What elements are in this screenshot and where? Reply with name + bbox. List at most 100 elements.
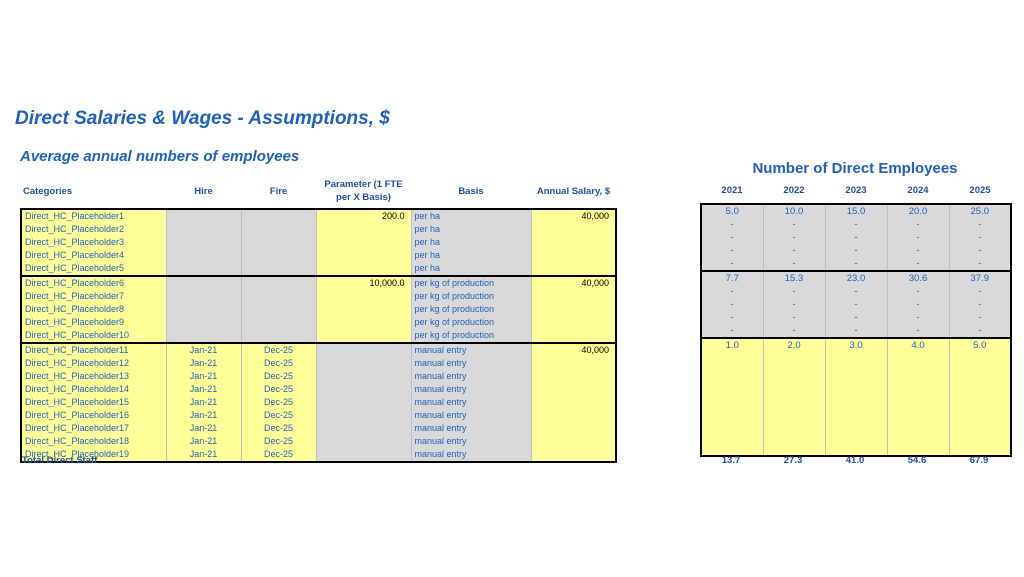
cell[interactable] — [316, 370, 411, 383]
cell[interactable] — [166, 209, 241, 223]
cell[interactable]: 40,000 — [531, 343, 616, 357]
cell[interactable]: 10.0 — [763, 204, 825, 218]
cell[interactable]: manual entry — [411, 383, 531, 396]
cell[interactable]: - — [949, 298, 1011, 311]
cell[interactable] — [241, 249, 316, 262]
cell[interactable]: - — [949, 324, 1011, 338]
cell[interactable] — [825, 417, 887, 430]
cell[interactable] — [241, 303, 316, 316]
cell[interactable]: Dec-25 — [241, 409, 316, 422]
cell[interactable]: - — [763, 298, 825, 311]
cell[interactable] — [241, 290, 316, 303]
cell[interactable] — [166, 249, 241, 262]
cell[interactable]: - — [949, 285, 1011, 298]
cell[interactable]: Jan-21 — [166, 396, 241, 409]
cell[interactable] — [241, 329, 316, 343]
cell[interactable] — [316, 435, 411, 448]
cell[interactable] — [531, 370, 616, 383]
cell[interactable] — [825, 378, 887, 391]
cell[interactable] — [316, 357, 411, 370]
cell[interactable]: 23.0 — [825, 271, 887, 285]
cell[interactable] — [166, 290, 241, 303]
cell[interactable] — [241, 236, 316, 249]
cell[interactable] — [763, 417, 825, 430]
cell[interactable] — [316, 249, 411, 262]
cell[interactable] — [241, 316, 316, 329]
cell[interactable]: - — [949, 244, 1011, 257]
cell[interactable]: Direct_HC_Placeholder3 — [21, 236, 166, 249]
cell[interactable] — [531, 422, 616, 435]
cell[interactable]: 20.0 — [887, 204, 949, 218]
cell[interactable] — [825, 430, 887, 443]
cell[interactable] — [701, 391, 763, 404]
cell[interactable]: Jan-21 — [166, 370, 241, 383]
cell[interactable]: - — [887, 244, 949, 257]
cell[interactable] — [316, 383, 411, 396]
cell[interactable]: 5.0 — [701, 204, 763, 218]
cell[interactable]: 2.0 — [763, 338, 825, 352]
cell[interactable] — [825, 352, 887, 365]
cell[interactable] — [949, 352, 1011, 365]
cell[interactable]: Direct_HC_Placeholder6 — [21, 276, 166, 290]
cell[interactable] — [166, 329, 241, 343]
cell[interactable]: Direct_HC_Placeholder7 — [21, 290, 166, 303]
cell[interactable] — [531, 396, 616, 409]
cell[interactable]: - — [887, 285, 949, 298]
cell[interactable] — [531, 236, 616, 249]
cell[interactable] — [531, 262, 616, 276]
cell[interactable] — [887, 391, 949, 404]
cell[interactable]: - — [701, 298, 763, 311]
cell[interactable]: - — [825, 231, 887, 244]
cell[interactable]: Direct_HC_Placeholder2 — [21, 223, 166, 236]
cell[interactable]: - — [887, 257, 949, 271]
cell[interactable]: Dec-25 — [241, 357, 316, 370]
cell[interactable]: Direct_HC_Placeholder9 — [21, 316, 166, 329]
cell[interactable]: Direct_HC_Placeholder12 — [21, 357, 166, 370]
cell[interactable] — [763, 404, 825, 417]
cell[interactable]: Direct_HC_Placeholder18 — [21, 435, 166, 448]
cell[interactable] — [316, 236, 411, 249]
cell[interactable] — [316, 290, 411, 303]
cell[interactable]: Dec-25 — [241, 435, 316, 448]
cell[interactable] — [887, 352, 949, 365]
cell[interactable]: - — [763, 244, 825, 257]
cell[interactable]: - — [701, 285, 763, 298]
cell[interactable]: Jan-21 — [166, 409, 241, 422]
cell[interactable] — [531, 303, 616, 316]
cell[interactable]: Direct_HC_Placeholder16 — [21, 409, 166, 422]
cell[interactable] — [531, 249, 616, 262]
cell[interactable] — [701, 404, 763, 417]
cell[interactable]: Direct_HC_Placeholder1 — [21, 209, 166, 223]
cell[interactable] — [316, 223, 411, 236]
cell[interactable] — [241, 223, 316, 236]
cell[interactable] — [531, 316, 616, 329]
cell[interactable]: manual entry — [411, 370, 531, 383]
cell[interactable]: per ha — [411, 236, 531, 249]
cell[interactable]: Direct_HC_Placeholder8 — [21, 303, 166, 316]
cell[interactable] — [887, 378, 949, 391]
cell[interactable] — [316, 448, 411, 462]
cell[interactable] — [701, 378, 763, 391]
cell[interactable] — [949, 365, 1011, 378]
cell[interactable]: - — [763, 257, 825, 271]
cell[interactable]: - — [887, 218, 949, 231]
cell[interactable] — [763, 352, 825, 365]
cell[interactable]: - — [701, 324, 763, 338]
cell[interactable]: Direct_HC_Placeholder14 — [21, 383, 166, 396]
cell[interactable] — [316, 343, 411, 357]
cell[interactable]: manual entry — [411, 448, 531, 462]
cell[interactable]: per kg of production — [411, 290, 531, 303]
cell[interactable]: - — [825, 218, 887, 231]
cell[interactable]: per kg of production — [411, 276, 531, 290]
cell[interactable]: manual entry — [411, 396, 531, 409]
cell[interactable] — [531, 448, 616, 462]
cell[interactable]: Direct_HC_Placeholder10 — [21, 329, 166, 343]
cell[interactable]: Direct_HC_Placeholder4 — [21, 249, 166, 262]
cell[interactable]: per kg of production — [411, 329, 531, 343]
cell[interactable]: Jan-21 — [166, 422, 241, 435]
cell[interactable]: - — [949, 218, 1011, 231]
cell[interactable] — [531, 357, 616, 370]
cell[interactable]: per kg of production — [411, 316, 531, 329]
cell[interactable]: - — [763, 311, 825, 324]
cell[interactable] — [316, 396, 411, 409]
